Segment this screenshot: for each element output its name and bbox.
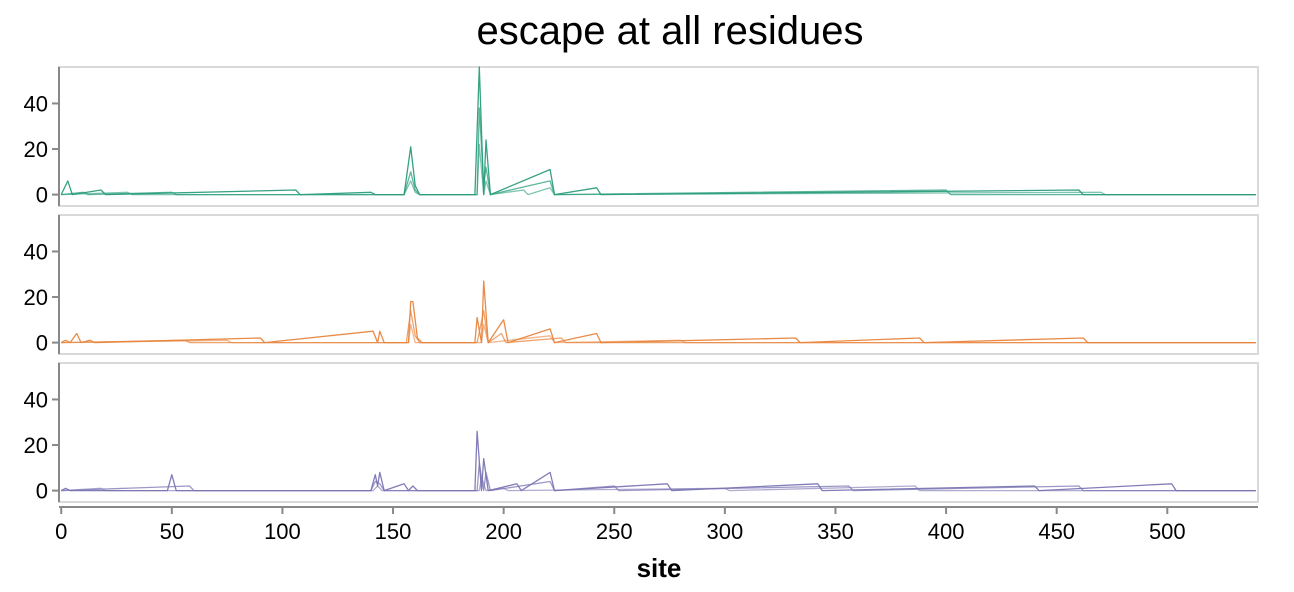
panel-2: 0 20 40 — [24, 214, 1259, 356]
series-line — [60, 280, 1256, 344]
panel-1: 0 20 40 — [24, 66, 1259, 208]
x-tick-label: 250 — [596, 519, 633, 544]
y-tick-label: 20 — [24, 137, 48, 162]
series-line — [61, 462, 1256, 492]
y-tick-label: 0 — [36, 479, 48, 504]
panel-3: 0 20 40 — [24, 362, 1259, 504]
x-tick-label: 200 — [485, 519, 522, 544]
y-tick-label: 0 — [36, 331, 48, 356]
x-tick-label: 0 — [55, 519, 67, 544]
y-tick-label: 40 — [24, 239, 48, 264]
series-line — [61, 107, 1256, 196]
panel-frame — [58, 362, 1259, 503]
y-tick-label: 20 — [24, 285, 48, 310]
series-line — [60, 430, 1256, 492]
panel-frame — [58, 66, 1259, 207]
x-axis: 0 50 100 150 200 250 300 350 400 450 500 — [55, 506, 1258, 544]
series-line — [60, 66, 1256, 196]
x-axis-title: site — [637, 553, 682, 583]
x-tick-label: 400 — [928, 519, 965, 544]
panels: 0 20 40 0 20 40 0 20 40 — [24, 66, 1259, 504]
chart-title: escape at all residues — [477, 9, 864, 53]
x-tick-label: 500 — [1149, 519, 1186, 544]
x-tick-label: 350 — [817, 519, 854, 544]
x-tick-label: 50 — [160, 519, 184, 544]
series-line — [61, 476, 1256, 492]
series-line — [61, 143, 1256, 196]
x-tick-label: 100 — [264, 519, 301, 544]
x-tick-label: 300 — [707, 519, 744, 544]
y-tick-label: 40 — [24, 387, 48, 412]
series-line — [61, 323, 1256, 344]
y-tick-label: 40 — [24, 91, 48, 116]
panel-frame — [58, 214, 1259, 355]
x-tick-label: 450 — [1038, 519, 1075, 544]
y-tick-label: 20 — [24, 433, 48, 458]
y-tick-label: 0 — [36, 183, 48, 208]
x-tick-label: 150 — [375, 519, 412, 544]
